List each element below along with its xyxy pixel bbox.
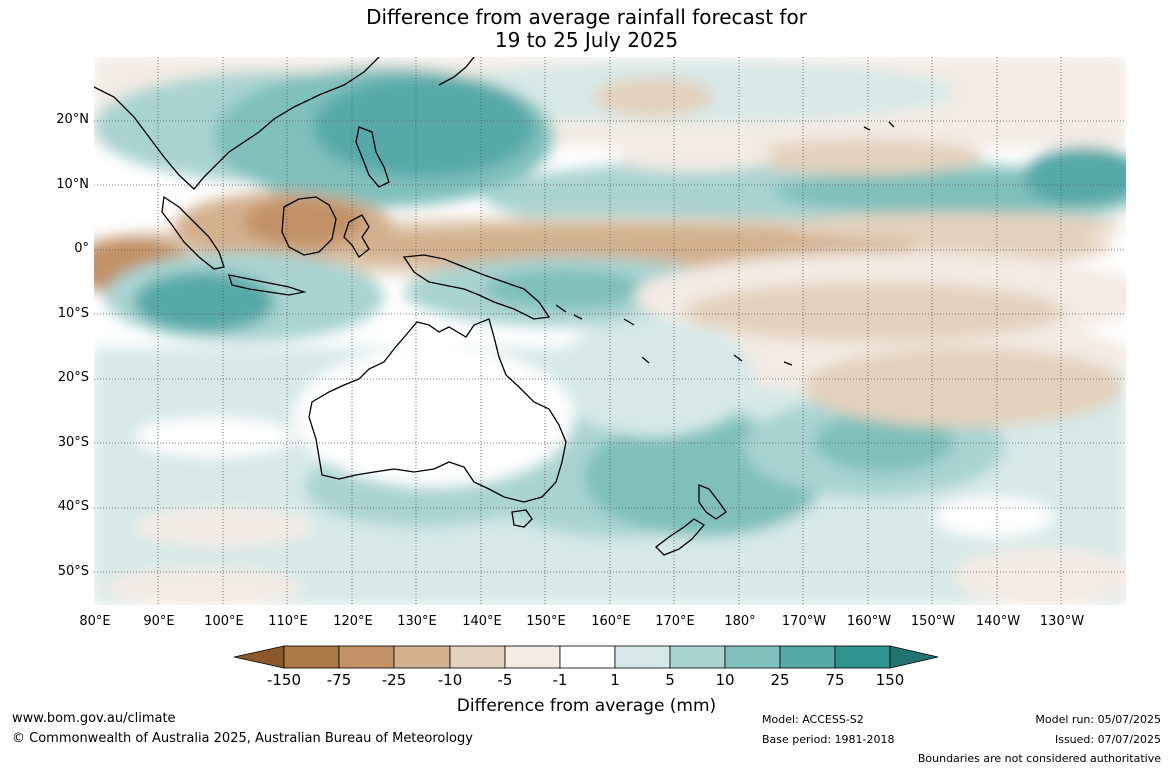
colorbar-segment <box>449 645 506 669</box>
new-zealand-coastline <box>655 484 727 556</box>
colorbar-segment <box>669 645 726 669</box>
lon-label-130e: 130°E <box>397 614 437 629</box>
colorbar-tick-label: 5 <box>665 671 675 689</box>
lon-label-180: 180° <box>724 614 756 629</box>
issued-date: Issued: 07/07/2025 <box>1054 733 1161 746</box>
colorbar-tick-label: -75 <box>326 671 352 689</box>
lon-label-150e: 150°E <box>526 614 566 629</box>
lon-label-140e: 140°E <box>462 614 502 629</box>
lat-label-0: 0° <box>74 241 89 256</box>
colorbar-segment <box>393 645 451 669</box>
sulawesi-coastline <box>343 214 370 258</box>
colorbar-tick-label: 75 <box>825 671 845 689</box>
colorbar-segment <box>614 645 671 669</box>
lon-label-150w: 150°W <box>910 614 956 629</box>
new-guinea-coastline <box>402 254 551 320</box>
lon-label-170e: 170°E <box>655 614 695 629</box>
lon-label-80e: 80°E <box>79 614 111 629</box>
rainfall-anomaly-field <box>94 57 1126 605</box>
colorbar-low-arrow <box>233 645 285 669</box>
java-coastline <box>228 274 307 296</box>
lon-label-170w: 170°W <box>781 614 827 629</box>
tasmania-coastline <box>511 509 533 528</box>
lon-label-110e: 110°E <box>268 614 308 629</box>
lon-label-130w: 130°W <box>1039 614 1085 629</box>
japan-coastline <box>438 57 475 86</box>
australia-coastline <box>308 318 567 503</box>
colorbar-title: Difference from average (mm) <box>456 696 717 716</box>
lat-label-40s: 40°S <box>57 499 89 514</box>
map-title-line1: Difference from average rainfall forecas… <box>366 5 807 29</box>
colorbar-segment <box>504 645 561 669</box>
graticule <box>94 57 1126 605</box>
lat-label-20s: 20°S <box>57 370 89 385</box>
rainfall-anomaly-map <box>94 57 1126 605</box>
copyright-text: © Commonwealth of Australia 2025, Austra… <box>12 731 473 746</box>
colorbar-tick-label: -1 <box>552 671 568 689</box>
colorbar-segment <box>779 645 836 669</box>
map-title-line2: 19 to 25 July 2025 <box>494 28 679 52</box>
lon-label-160w: 160°W <box>846 614 892 629</box>
lon-label-160e: 160°E <box>591 614 631 629</box>
coastlines <box>94 57 895 556</box>
colorbar-segment <box>724 645 781 669</box>
colorbar-segment <box>834 645 891 669</box>
colorbar-tick-label: 150 <box>875 671 905 689</box>
lon-label-100e: 100°E <box>204 614 244 629</box>
colorbar-tick-label: -5 <box>497 671 513 689</box>
colorbar-segment <box>283 645 340 669</box>
colorbar-tick-label: 25 <box>770 671 790 689</box>
lon-label-120e: 120°E <box>333 614 373 629</box>
colorbar-tick-label: 1 <box>610 671 620 689</box>
lat-label-20n: 20°N <box>56 112 89 127</box>
colorbar <box>233 645 939 669</box>
colorbar-tick-label: -150 <box>266 671 302 689</box>
borneo-coastline <box>281 196 337 256</box>
lat-label-10s: 10°S <box>57 306 89 321</box>
lat-label-50s: 50°S <box>57 564 89 579</box>
sumatra-coastline <box>161 195 225 270</box>
colorbar-tick-label: -10 <box>437 671 463 689</box>
model-name: Model: ACCESS-S2 <box>762 713 864 726</box>
lat-label-10n: 10°N <box>56 177 89 192</box>
colorbar-segment <box>338 645 395 669</box>
lon-label-140w: 140°W <box>975 614 1021 629</box>
mainland-asia-coastline <box>94 57 380 190</box>
colorbar-high-arrow <box>889 645 939 669</box>
lon-label-90e: 90°E <box>143 614 175 629</box>
base-period: Base period: 1981-2018 <box>762 733 895 746</box>
colorbar-segment <box>559 645 616 669</box>
colorbar-tick-label: -25 <box>381 671 407 689</box>
colorbar-tick-label: 10 <box>715 671 735 689</box>
philippines-coastline <box>355 126 390 188</box>
lat-label-30s: 30°S <box>57 435 89 450</box>
model-run-date: Model run: 05/07/2025 <box>1035 713 1161 726</box>
boundary-disclaimer: Boundaries are not considered authoritat… <box>917 752 1161 765</box>
website-link[interactable]: www.bom.gov.au/climate <box>12 711 176 726</box>
pacific-islands <box>555 121 895 366</box>
